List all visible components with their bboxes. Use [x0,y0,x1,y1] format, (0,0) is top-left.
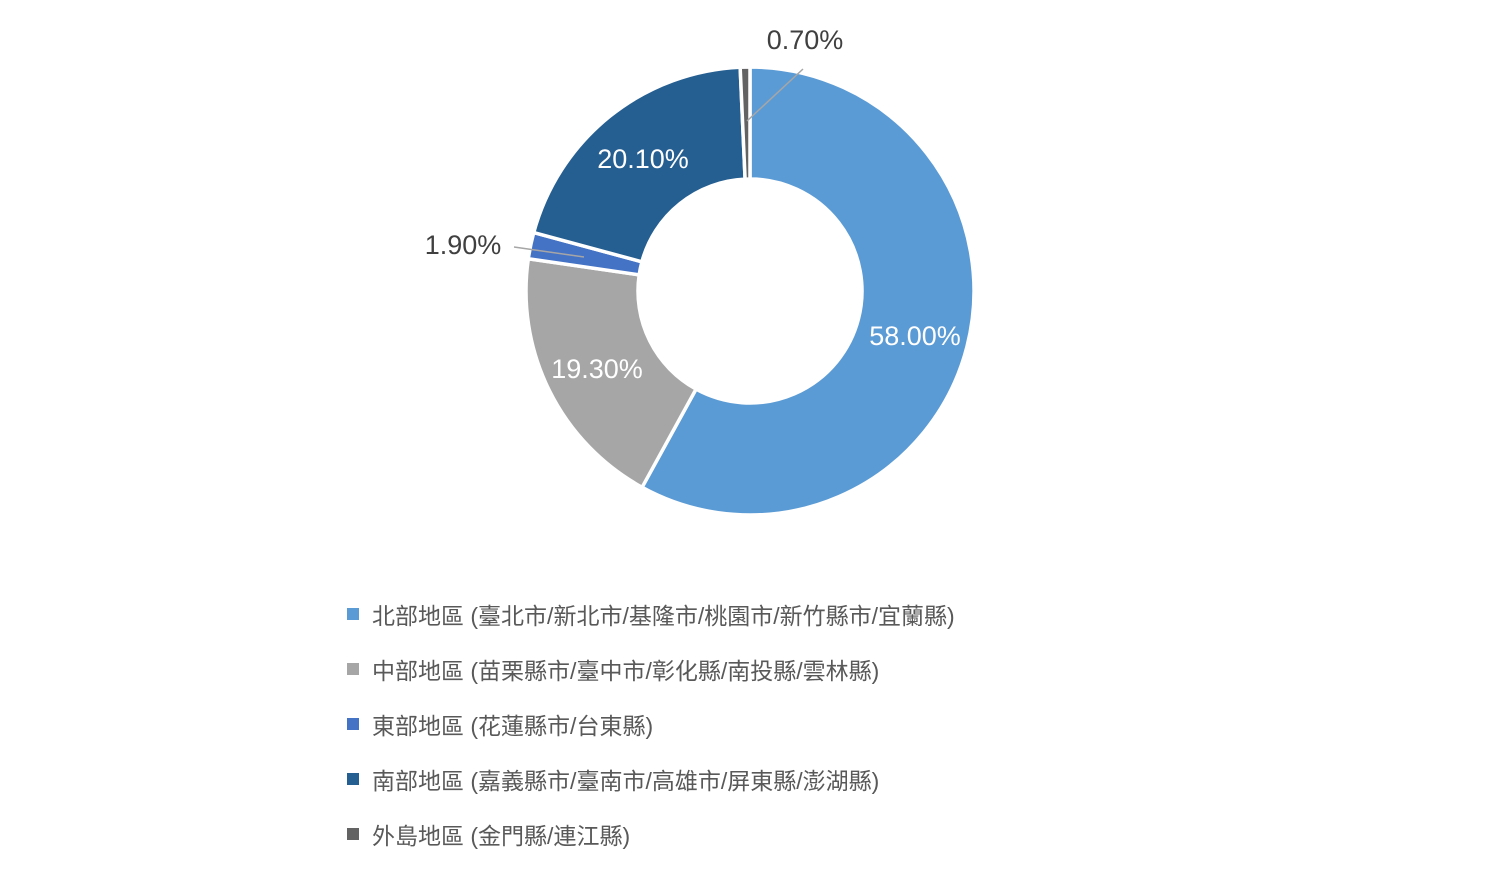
chart-legend: 北部地區 (臺北市/新北市/基隆市/桃園市/新竹縣市/宜蘭縣) 中部地區 (苗栗縣… [347,597,955,850]
legend-label: 中部地區 (苗栗縣市/臺中市/彰化縣/南投縣/雲林縣) [372,657,880,684]
legend-item-1: 中部地區 (苗栗縣市/臺中市/彰化縣/南投縣/雲林縣) [347,652,955,685]
data-label: 20.10% [597,144,689,174]
legend-item-4: 外島地區 (金門縣/連江縣) [347,817,955,850]
leader-line [513,246,585,258]
legend-label: 南部地區 (嘉義縣市/臺南市/高雄市/屏東縣/澎湖縣) [372,767,880,794]
donut-slice-3 [532,65,747,264]
data-label: 19.30% [551,354,643,384]
donut-slice-4 [738,65,752,181]
legend-swatch [347,607,359,620]
legend-swatch [347,772,359,785]
donut-slice-0 [640,65,976,517]
legend-swatch [347,662,359,675]
donut-slice-1 [524,256,698,490]
data-label: 58.00% [869,321,961,351]
legend-label: 北部地區 (臺北市/新北市/基隆市/桃園市/新竹縣市/宜蘭縣) [372,602,955,629]
donut-chart: 58.00% 19.30% 1.90% 20.10% 0.70% [425,25,976,517]
legend-item-3: 南部地區 (嘉義縣市/臺南市/高雄市/屏東縣/澎湖縣) [347,762,955,795]
leader-line [746,68,804,122]
legend-item-0: 北部地區 (臺北市/新北市/基隆市/桃園市/新竹縣市/宜蘭縣) [347,597,955,630]
data-label: 1.90% [425,230,502,260]
legend-swatch [347,717,359,730]
legend-swatch [347,827,359,840]
legend-label: 東部地區 (花蓮縣市/台東縣) [372,712,654,739]
data-label: 0.70% [767,25,844,55]
legend-label: 外島地區 (金門縣/連江縣) [372,822,631,849]
legend-item-2: 東部地區 (花蓮縣市/台東縣) [347,707,955,740]
